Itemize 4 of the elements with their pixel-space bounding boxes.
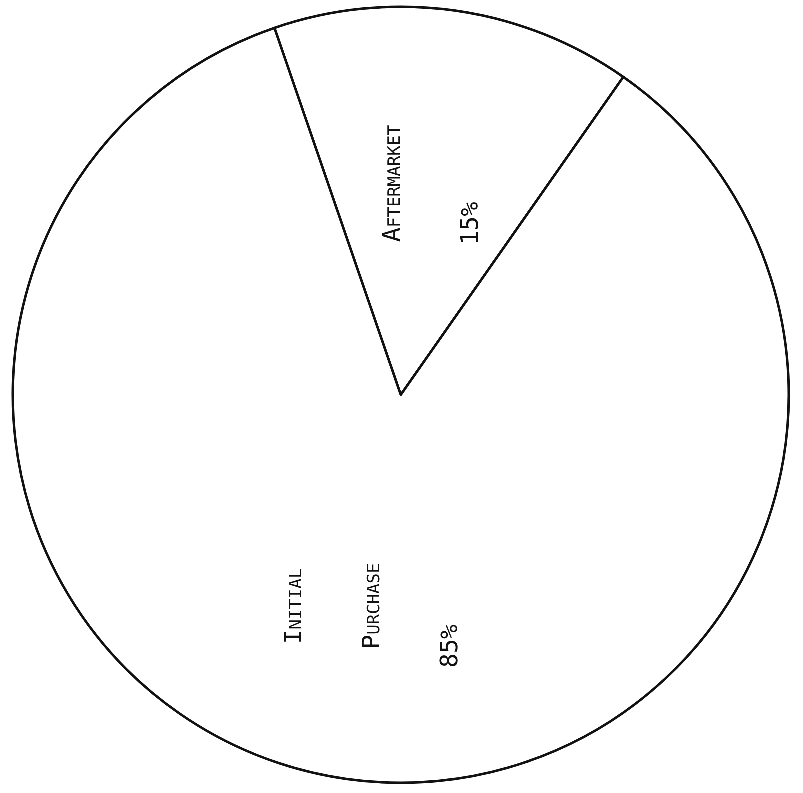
category-label: Initial Purchase <box>280 563 386 650</box>
slice-label: Aftermarket <box>378 125 406 242</box>
data-label: 85% <box>436 624 464 668</box>
data-label: 15% <box>456 201 484 246</box>
